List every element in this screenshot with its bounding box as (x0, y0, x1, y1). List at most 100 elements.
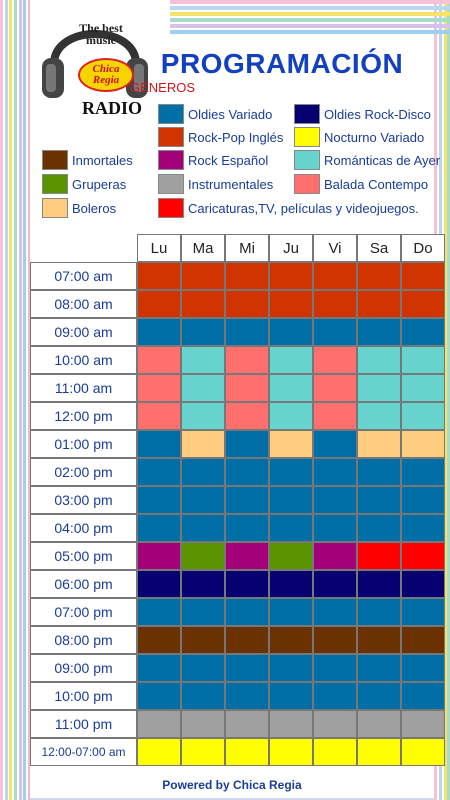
schedule-slot-oldies-variado (313, 430, 357, 458)
schedule-slot-balada-contempo (225, 346, 269, 374)
schedule-slot-oldies-variado (181, 486, 225, 514)
schedule-slot-romanticas-ayer (401, 374, 445, 402)
time-slot-label: 10:00 pm (30, 682, 137, 710)
legend-item-rock-pop-ingles: Rock-Pop Inglés (158, 127, 283, 147)
time-slot-label: 06:00 pm (30, 570, 137, 598)
legend-swatch (42, 150, 68, 170)
legend-item-boleros: Boleros (42, 198, 116, 218)
time-slot-label: 07:00 am (30, 262, 137, 290)
schedule-slot-romanticas-ayer (357, 402, 401, 430)
logo-brand-badge: Chica Regia (78, 58, 134, 92)
time-slot-label: 01:00 pm (30, 430, 137, 458)
schedule-slot-oldies-rock-disco (225, 570, 269, 598)
schedule-slot-rock-espanol (225, 542, 269, 570)
time-slot-label: 11:00 pm (30, 710, 137, 738)
schedule-slot-oldies-variado (225, 430, 269, 458)
schedule-slot-balada-contempo (313, 374, 357, 402)
schedule-slot-instrumentales (225, 710, 269, 738)
legend-swatch (294, 174, 320, 194)
schedule-slot-oldies-variado (225, 682, 269, 710)
logo-radio-label: RADIO (81, 98, 142, 118)
legend-item-gruperas: Gruperas (42, 174, 126, 194)
schedule-slot-inmortales (269, 626, 313, 654)
legend-swatch (294, 127, 320, 147)
legend-item-rock-espanol: Rock Español (158, 150, 268, 170)
schedule-slot-oldies-variado (181, 598, 225, 626)
legend-swatch (158, 174, 184, 194)
schedule-slot-inmortales (181, 626, 225, 654)
time-slot-label: 07:00 pm (30, 598, 137, 626)
time-slot-label: 03:00 pm (30, 486, 137, 514)
schedule-slot-inmortales (225, 626, 269, 654)
legend-swatch (42, 174, 68, 194)
legend-item-inmortales: Inmortales (42, 150, 133, 170)
schedule-slot-rock-pop-ingles (401, 290, 445, 318)
legend-swatch (158, 150, 184, 170)
legend-swatch (158, 127, 184, 147)
top-stripes-decoration (170, 0, 450, 40)
schedule-slot-oldies-variado (181, 514, 225, 542)
schedule-slot-rock-pop-ingles (181, 290, 225, 318)
schedule-slot-oldies-rock-disco (269, 570, 313, 598)
schedule-slot-oldies-rock-disco (357, 570, 401, 598)
schedule-slot-romanticas-ayer (401, 346, 445, 374)
radio-logo: The best music Chica Regia RADIO (36, 2, 154, 120)
schedule-slot-oldies-variado (137, 486, 181, 514)
schedule-slot-oldies-variado (225, 514, 269, 542)
schedule-slot-oldies-variado (269, 458, 313, 486)
schedule-slot-oldies-variado (401, 458, 445, 486)
legend-item-balada-contempo: Balada Contempo (294, 174, 428, 194)
schedule-slot-instrumentales (313, 710, 357, 738)
schedule-slot-oldies-variado (269, 514, 313, 542)
schedule-slot-oldies-variado (357, 598, 401, 626)
schedule-slot-rock-pop-ingles (313, 290, 357, 318)
schedule-slot-caricaturas (401, 542, 445, 570)
schedule-slot-nocturno-variado (181, 738, 225, 766)
schedule-slot-inmortales (313, 626, 357, 654)
schedule-slot-oldies-variado (357, 654, 401, 682)
schedule-slot-instrumentales (401, 710, 445, 738)
day-header: Sa (357, 234, 401, 262)
schedule-slot-rock-pop-ingles (357, 262, 401, 290)
footer-divider (30, 798, 434, 800)
day-header: Vi (313, 234, 357, 262)
schedule-slot-rock-espanol (137, 542, 181, 570)
legend-item-instrumentales: Instrumentales (158, 174, 273, 194)
logo-tagline: The best music (79, 21, 123, 47)
schedule-slot-oldies-variado (357, 318, 401, 346)
schedule-slot-romanticas-ayer (181, 346, 225, 374)
legend-swatch (294, 150, 320, 170)
schedule-slot-rock-pop-ingles (357, 290, 401, 318)
schedule-slot-nocturno-variado (401, 738, 445, 766)
legend-swatch (158, 104, 184, 124)
schedule-slot-oldies-variado (313, 598, 357, 626)
time-slot-label: 10:00 am (30, 346, 137, 374)
schedule-slot-balada-contempo (313, 346, 357, 374)
schedule-slot-inmortales (401, 626, 445, 654)
headphones-icon (42, 30, 148, 98)
schedule-slot-oldies-variado (181, 654, 225, 682)
schedule-slot-romanticas-ayer (181, 402, 225, 430)
time-slot-label: 09:00 pm (30, 654, 137, 682)
schedule-slot-inmortales (357, 626, 401, 654)
schedule-slot-instrumentales (269, 710, 313, 738)
schedule-slot-oldies-rock-disco (313, 570, 357, 598)
schedule-slot-oldies-variado (225, 458, 269, 486)
footer-credit: Powered by Chica Regia (162, 778, 302, 792)
legend-swatch (294, 104, 320, 124)
legend-label: Caricaturas,TV, películas y videojuegos. (188, 200, 419, 216)
schedule-slot-oldies-variado (401, 654, 445, 682)
schedule-slot-oldies-variado (225, 598, 269, 626)
schedule-slot-nocturno-variado (225, 738, 269, 766)
schedule-slot-oldies-variado (313, 654, 357, 682)
schedule-slot-oldies-variado (137, 430, 181, 458)
schedule-slot-oldies-variado (313, 514, 357, 542)
day-header: Lu (137, 234, 181, 262)
schedule-slot-romanticas-ayer (401, 402, 445, 430)
schedule-slot-romanticas-ayer (357, 374, 401, 402)
schedule-slot-nocturno-variado (357, 738, 401, 766)
time-slot-label: 05:00 pm (30, 542, 137, 570)
time-slot-label: 12:00-07:00 am (30, 738, 137, 766)
legend-label: Oldies Variado (188, 106, 273, 122)
schedule-slot-caricaturas (357, 542, 401, 570)
